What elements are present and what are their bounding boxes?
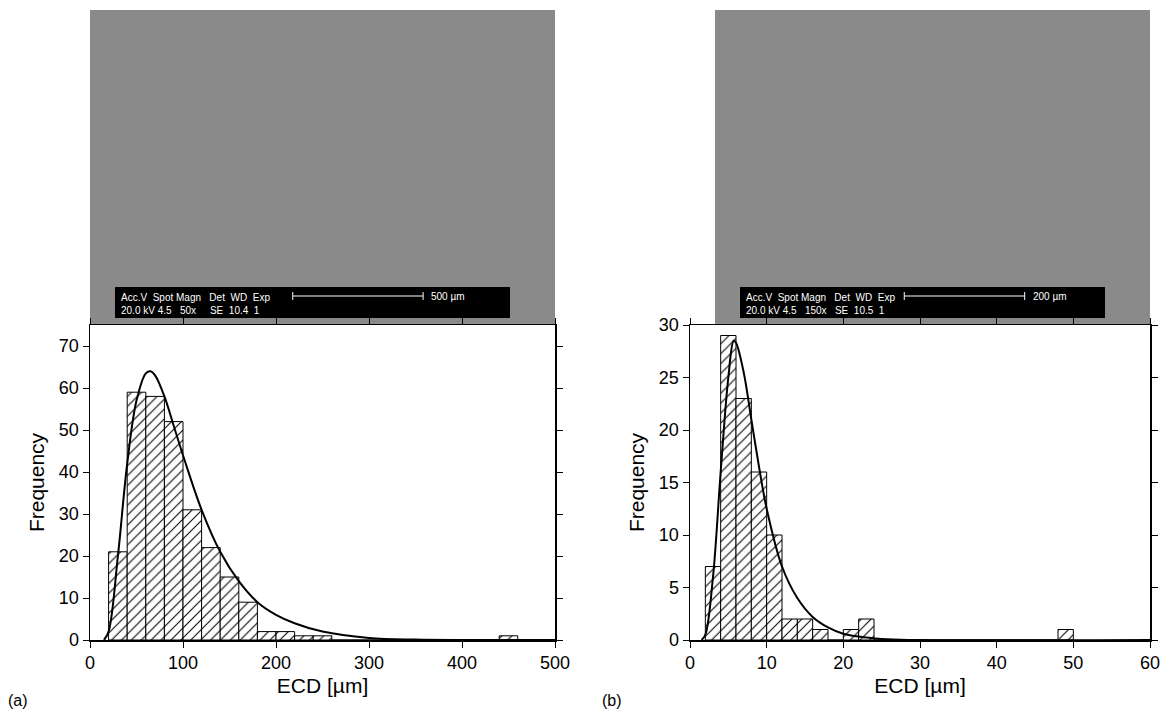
svg-text:20.0 kV 4.5 150x SE 10.5: 20.0 kV 4.5 150x SE 10.5 1 xyxy=(746,305,885,316)
svg-text:10: 10 xyxy=(757,653,777,673)
svg-text:5: 5 xyxy=(669,578,679,598)
svg-text:40: 40 xyxy=(59,462,79,482)
svg-text:20: 20 xyxy=(833,653,853,673)
svg-text:100: 100 xyxy=(168,653,198,673)
svg-text:30: 30 xyxy=(59,504,79,524)
svg-text:500: 500 xyxy=(540,653,570,673)
svg-text:15: 15 xyxy=(659,473,679,493)
svg-text:20: 20 xyxy=(659,420,679,440)
svg-text:(b): (b) xyxy=(602,692,622,709)
svg-text:400: 400 xyxy=(447,653,477,673)
svg-text:20.0 kV 4.5 50x SE 10.4: 20.0 kV 4.5 50x SE 10.4 1 xyxy=(121,305,260,316)
svg-text:0: 0 xyxy=(669,630,679,650)
svg-text:50: 50 xyxy=(1063,653,1083,673)
svg-text:Acc.V Spot Magn Det WD Ex: Acc.V Spot Magn Det WD Exp xyxy=(746,292,895,303)
svg-text:(a): (a) xyxy=(8,692,28,709)
svg-text:30: 30 xyxy=(659,315,679,335)
svg-text:10: 10 xyxy=(59,588,79,608)
svg-text:0: 0 xyxy=(85,653,95,673)
svg-text:30: 30 xyxy=(910,653,930,673)
svg-text:ECD [µm]: ECD [µm] xyxy=(277,674,368,697)
svg-text:60: 60 xyxy=(59,378,79,398)
svg-text:200: 200 xyxy=(261,653,291,673)
svg-text:70: 70 xyxy=(59,336,79,356)
svg-text:40: 40 xyxy=(987,653,1007,673)
svg-text:10: 10 xyxy=(659,525,679,545)
svg-text:Frequency: Frequency xyxy=(625,432,648,532)
svg-text:60: 60 xyxy=(1140,653,1160,673)
svg-text:25: 25 xyxy=(659,368,679,388)
svg-text:0: 0 xyxy=(685,653,695,673)
svg-text:Acc.V Spot Magn Det WD Ex: Acc.V Spot Magn Det WD Exp xyxy=(121,292,270,303)
svg-text:ECD [µm]: ECD [µm] xyxy=(874,674,965,697)
svg-text:500 µm: 500 µm xyxy=(431,291,465,302)
svg-text:Frequency: Frequency xyxy=(25,432,48,532)
svg-text:200 µm: 200 µm xyxy=(1033,291,1067,302)
svg-text:0: 0 xyxy=(69,630,79,650)
svg-text:20: 20 xyxy=(59,546,79,566)
svg-text:50: 50 xyxy=(59,420,79,440)
svg-text:300: 300 xyxy=(354,653,384,673)
